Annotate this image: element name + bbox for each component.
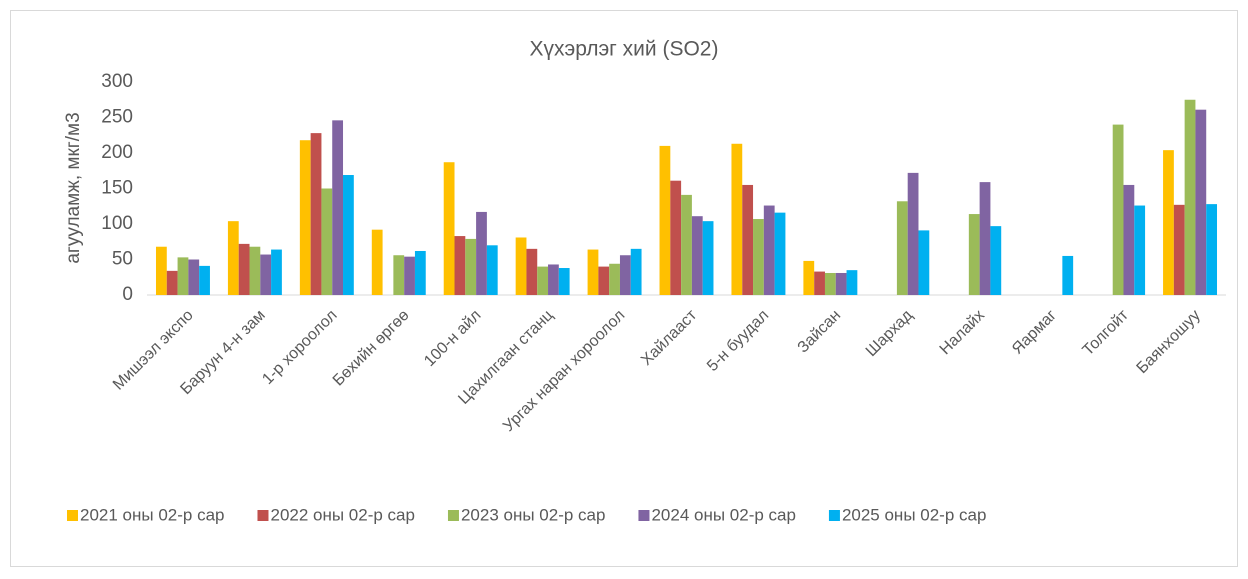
bar [1206, 204, 1218, 295]
bar [835, 272, 847, 295]
legend-swatch [257, 510, 269, 521]
bar [548, 264, 559, 295]
bar [918, 230, 930, 295]
bar [1062, 255, 1074, 295]
y-tick-label: 300 [101, 71, 133, 92]
bar [1195, 109, 1207, 295]
bar [271, 249, 282, 295]
legend-label: 2025 оны 02-р сар [842, 505, 986, 524]
bar [393, 255, 405, 295]
bar [1134, 205, 1146, 295]
y-axis-label: агууламж, мкг/м3 [63, 112, 84, 263]
bar [753, 219, 764, 295]
bar [609, 263, 620, 295]
bar [659, 145, 671, 295]
bar [742, 184, 754, 295]
bar [155, 246, 167, 295]
bar [691, 216, 703, 295]
bar [465, 238, 477, 295]
legend-swatch [67, 510, 78, 521]
y-tick-label: 100 [101, 213, 133, 234]
bar [702, 221, 714, 295]
bar [1163, 150, 1174, 295]
bar [558, 268, 570, 295]
bar [526, 248, 538, 295]
y-tick-label: 0 [122, 284, 133, 305]
bar [299, 140, 311, 295]
bar [1173, 204, 1185, 295]
bar [404, 256, 415, 295]
bar [896, 201, 908, 295]
bar [332, 120, 344, 295]
bar [321, 188, 333, 295]
bar [260, 254, 272, 295]
bar [177, 257, 189, 295]
bar [486, 245, 498, 295]
bar [238, 243, 250, 295]
bar [454, 236, 466, 295]
chart-title: Хүхэрлэг хий (SO2) [530, 38, 719, 61]
legend-label: 2024 оны 02-р сар [651, 505, 795, 524]
bar [763, 205, 775, 295]
y-tick-label: 200 [101, 142, 133, 163]
bar [979, 182, 991, 295]
bar [537, 266, 549, 295]
bar [1112, 124, 1124, 295]
bar [846, 270, 858, 295]
bar [630, 248, 642, 295]
bar [824, 272, 836, 295]
bar [227, 221, 239, 295]
legend-swatch [638, 510, 650, 521]
bar [343, 175, 354, 295]
bar [476, 211, 487, 295]
bar [371, 229, 383, 295]
legend-label: 2023 оны 02-р сар [461, 505, 605, 524]
bar [1184, 99, 1196, 295]
bar [188, 259, 200, 295]
bar [670, 180, 682, 295]
legend-swatch [447, 510, 459, 521]
bar [814, 271, 825, 295]
bar [731, 143, 743, 295]
bar [414, 250, 426, 295]
bar [990, 226, 1002, 295]
bar [587, 249, 599, 295]
bar [310, 133, 322, 295]
bar [249, 246, 261, 295]
bar [598, 266, 610, 295]
bar [803, 260, 815, 295]
y-tick-label: 250 [101, 107, 133, 128]
bar [907, 172, 919, 295]
legend-label: 2021 оны 02-р сар [80, 505, 224, 524]
bar [1123, 184, 1135, 295]
bar [619, 255, 631, 295]
bar [681, 194, 692, 295]
bar [968, 214, 980, 295]
y-tick-label: 150 [101, 178, 133, 199]
bar [774, 212, 786, 295]
bar [166, 270, 178, 295]
bar [515, 237, 527, 295]
y-tick-label: 50 [112, 249, 133, 270]
legend-label: 2022 оны 02-р сар [270, 505, 414, 524]
legend-swatch [828, 510, 840, 521]
bar [443, 162, 455, 295]
bar [199, 265, 210, 295]
